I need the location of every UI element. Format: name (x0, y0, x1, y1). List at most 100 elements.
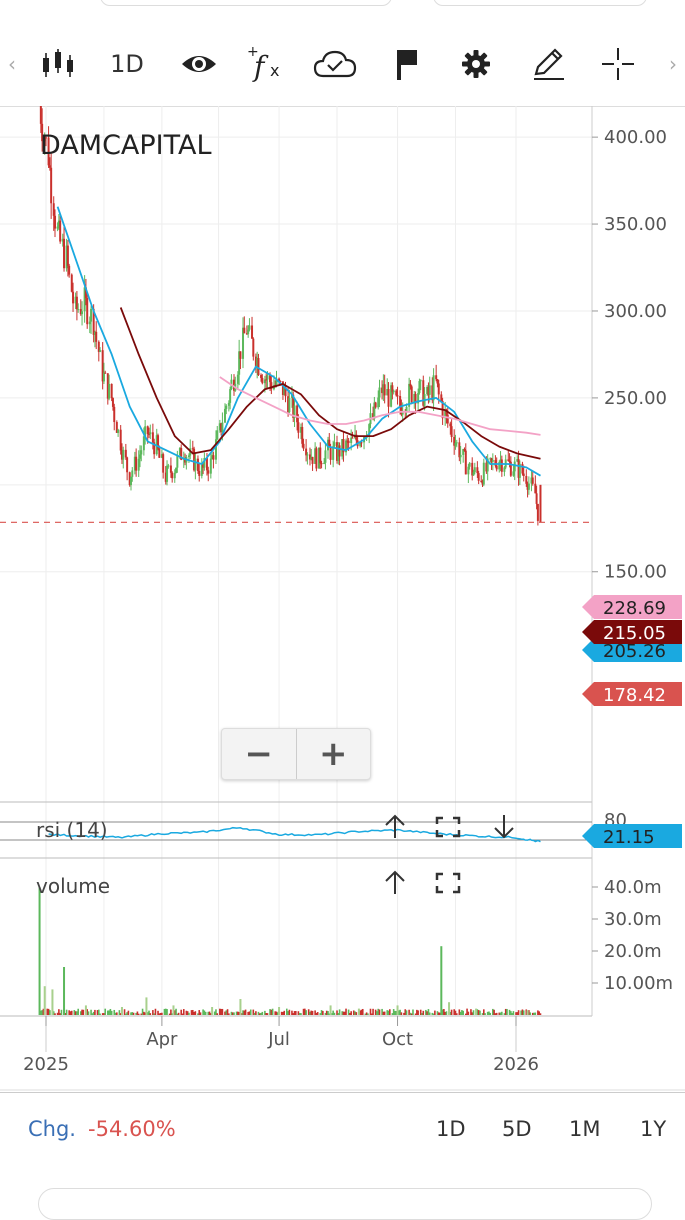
candle-body (531, 477, 534, 484)
volume-bar (517, 1010, 520, 1015)
volume-bar (54, 1013, 56, 1015)
candlestick-icon[interactable] (38, 42, 78, 86)
candle-body (61, 238, 64, 242)
volume-bar (475, 1008, 478, 1015)
range-1m-button[interactable]: 1M (569, 1117, 601, 1141)
candle-body (47, 137, 50, 166)
candle-body (341, 439, 344, 457)
volume-bar (278, 1007, 281, 1015)
volume-bar (421, 1013, 423, 1015)
volume-bar (332, 1010, 334, 1015)
volume-bar (51, 989, 54, 1015)
volume-bar (116, 1012, 118, 1015)
volume-move-up-icon[interactable] (383, 870, 407, 896)
function-icon[interactable]: + f x (244, 42, 286, 86)
volume-bar (255, 1011, 257, 1015)
candle-body (270, 382, 273, 390)
volume-bar (211, 1007, 214, 1015)
candle-body (522, 473, 525, 476)
crosshair-icon[interactable] (598, 42, 638, 86)
candle-body (454, 442, 457, 446)
rsi-move-down-icon[interactable] (492, 813, 516, 839)
volume-bar (445, 1011, 448, 1015)
candle-body (90, 308, 93, 322)
toolbar-scroll-right-icon[interactable]: › (669, 52, 677, 76)
top-search-pill[interactable] (100, 0, 392, 6)
volume-bar (476, 1009, 479, 1015)
volume-bar (213, 1011, 216, 1015)
candle-body (263, 379, 266, 384)
rsi-maximize-icon[interactable] (435, 816, 461, 838)
flag-icon[interactable] (388, 42, 424, 86)
volume-bar (467, 1011, 470, 1015)
candle-body (302, 443, 305, 449)
volume-bar (345, 1008, 347, 1015)
candle-body (489, 458, 492, 460)
candle-body (297, 422, 300, 433)
interval-button[interactable]: 1D (103, 42, 151, 86)
volume-maximize-icon[interactable] (435, 872, 461, 894)
candle-body (135, 456, 138, 471)
volume-bar (403, 1012, 405, 1015)
candle-body (332, 446, 335, 460)
rsi-move-up-icon[interactable] (383, 814, 407, 840)
range-1d-button[interactable]: 1D (436, 1117, 466, 1141)
volume-bar (216, 1013, 219, 1015)
pencil-icon[interactable] (528, 42, 568, 86)
candle-body (317, 447, 320, 469)
volume-bar (369, 1008, 372, 1015)
volume-bar (504, 1008, 507, 1015)
volume-bar (180, 1009, 183, 1015)
top-tab-pill[interactable] (433, 0, 647, 6)
volume-bar (343, 1011, 346, 1015)
range-1y-button[interactable]: 1Y (640, 1117, 667, 1141)
gear-icon[interactable] (458, 42, 494, 86)
volume-bar (470, 1009, 472, 1015)
candle-body (50, 167, 53, 204)
volume-bar (114, 1012, 117, 1015)
candle-body (525, 475, 528, 484)
volume-bar (394, 1010, 396, 1015)
candle-body (512, 471, 515, 476)
candle-body (507, 459, 510, 461)
candle-body (153, 442, 156, 455)
volume-bar (140, 1013, 143, 1015)
price-chart[interactable]: 500.00450.00400.00350.00300.00250.00150.… (0, 106, 685, 1091)
badge-shape (582, 824, 682, 848)
volume-bar (123, 1009, 126, 1015)
toolbar-scroll-left-icon[interactable]: ‹ (8, 52, 16, 76)
bottom-nav-pill[interactable] (38, 1188, 652, 1220)
volume-bar (331, 1013, 333, 1015)
volume-bar (516, 1012, 519, 1015)
candle-body (216, 430, 219, 440)
range-5d-button[interactable]: 5D (502, 1117, 532, 1141)
candle-body (458, 442, 461, 458)
volume-bar (188, 1012, 190, 1015)
zoom-in-button[interactable]: + (295, 729, 371, 779)
volume-bar (233, 1012, 235, 1015)
cloud-check-icon[interactable] (312, 42, 358, 86)
moving-average-line-2 (119, 307, 541, 460)
volume-bar (92, 1011, 95, 1015)
candle-body (148, 434, 151, 436)
volume-bar (431, 1012, 434, 1015)
candle-body (202, 464, 205, 468)
volume-bar (249, 1009, 252, 1015)
zoom-out-button[interactable]: − (244, 734, 274, 774)
candle-body (292, 394, 295, 418)
candle-body (205, 458, 208, 471)
candle-body (43, 137, 46, 142)
candle-body (346, 440, 349, 442)
candle-body (414, 393, 417, 404)
volume-bar (441, 1009, 444, 1015)
volume-bar (521, 1009, 524, 1015)
volume-bar (529, 1012, 531, 1015)
eye-icon[interactable] (178, 42, 220, 86)
volume-bar (499, 1012, 502, 1015)
volume-bar (531, 1012, 534, 1015)
candle-body (345, 440, 348, 453)
candle-body (432, 375, 435, 401)
volume-bar (270, 1009, 273, 1015)
volume-bar (428, 1012, 431, 1015)
volume-bar (82, 1009, 85, 1015)
